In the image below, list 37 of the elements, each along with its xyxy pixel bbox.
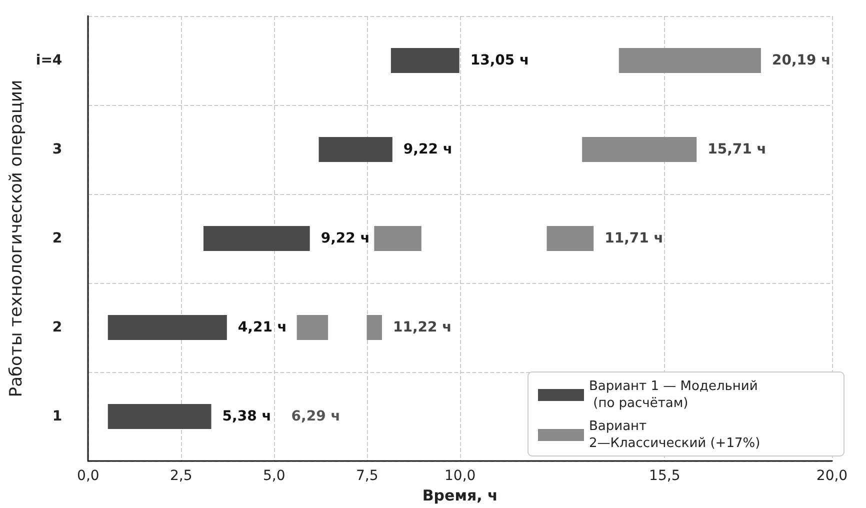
x-tick-label: 2,5 <box>170 468 192 484</box>
annotation: 11,22 ч <box>392 320 452 336</box>
annotation: 4,21 ч <box>238 320 287 336</box>
legend-label: Вариант 2—Классический (+17%) <box>589 419 760 451</box>
annotation: 11,71 ч <box>604 230 664 246</box>
y-tick-label: 2 <box>52 230 62 246</box>
x-tick-label: 0,0 <box>77 468 100 484</box>
bar <box>374 226 422 251</box>
x-tick-label: 10,0 <box>444 468 476 484</box>
annotation: 13,05 ч <box>470 52 530 68</box>
legend-label: Вариант 1 — Модельний (по расчётам) <box>589 379 758 411</box>
annotation: 6,29 ч <box>291 408 340 424</box>
x-axis-title: Время, ч <box>422 486 498 504</box>
y-tick-label: 1 <box>52 408 62 424</box>
bar <box>296 315 328 340</box>
bar <box>546 226 594 251</box>
annotation: 9,22 ч <box>403 142 452 158</box>
bar <box>318 137 392 162</box>
x-tick-label: 20,0 <box>816 468 848 484</box>
annotation: 20,19 ч <box>772 52 831 68</box>
bar <box>582 137 697 162</box>
y-axis-title: Работы технологической операции <box>6 80 26 398</box>
annotation: 5,38 ч <box>222 408 272 424</box>
x-tick-label: 15,5 <box>649 468 680 484</box>
bar <box>203 226 310 251</box>
x-tick-label: 7,5 <box>356 468 378 484</box>
bar <box>366 315 382 340</box>
bar <box>618 48 761 73</box>
y-tick-label: 3 <box>52 142 62 158</box>
y-tick-label: 2 <box>52 320 62 336</box>
annotation: 9,22 ч <box>320 230 370 246</box>
bar <box>108 404 212 429</box>
y-tick-label: i=4 <box>36 52 62 68</box>
annotation: 15,71 ч <box>708 142 766 158</box>
x-tick-label: 5,0 <box>262 468 286 484</box>
bar <box>390 48 460 73</box>
bar <box>108 315 227 340</box>
